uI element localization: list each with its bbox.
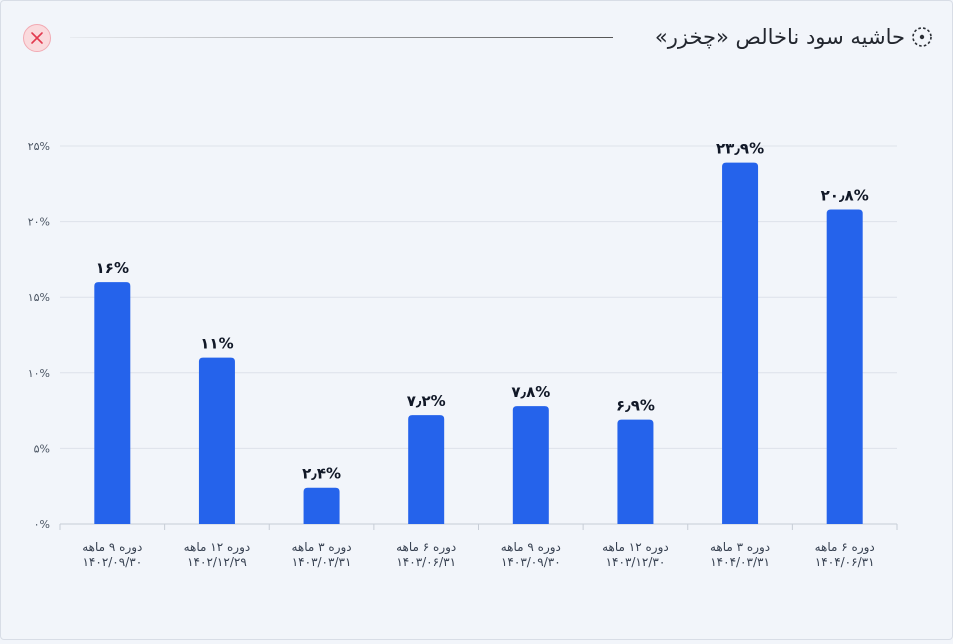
x-tick-label: دوره ۶ ماهه xyxy=(396,540,456,555)
x-tick-label: دوره ۳ ماهه xyxy=(291,540,351,555)
data-label: ۲۰٫۸% xyxy=(821,187,869,205)
title-divider xyxy=(70,37,613,38)
x-tick-label-date: ۱۴۰۴/۰۳/۳۱ xyxy=(710,555,770,569)
x-tick-label: دوره ۱۲ ماهه xyxy=(184,540,251,555)
bar xyxy=(512,406,549,524)
x-tick-label: دوره ۹ ماهه xyxy=(82,540,142,555)
bar xyxy=(408,415,445,524)
y-tick-label: ۱۰% xyxy=(28,367,50,380)
bar xyxy=(722,162,759,524)
data-label: ۷٫۲% xyxy=(407,392,446,410)
data-label: ۱۶% xyxy=(96,259,129,277)
y-tick-label: ۲۵% xyxy=(28,140,50,153)
x-tick-label-date: ۱۴۰۳/۰۳/۳۱ xyxy=(292,555,352,569)
bar xyxy=(826,209,863,524)
x-tick-label: دوره ۶ ماهه xyxy=(815,540,875,555)
chart-title: حاشیه سود ناخالص «چخزر» xyxy=(654,25,905,49)
y-tick-label: ۱۵% xyxy=(28,291,50,304)
x-tick-label: دوره ۱۲ ماهه xyxy=(602,540,669,555)
chart-header: حاشیه سود ناخالص «چخزر» xyxy=(0,0,953,76)
x-tick-label-date: ۱۴۰۳/۰۶/۳۱ xyxy=(396,555,456,569)
x-tick-label-date: ۱۴۰۴/۰۶/۳۱ xyxy=(815,555,875,569)
data-label: ۲۳٫۹% xyxy=(716,140,764,158)
data-label: ۲٫۴% xyxy=(302,465,341,483)
data-label: ۶٫۹% xyxy=(616,397,655,415)
bar-chart: ۰% ۵% ۱۰% ۱۵% ۲۰% ۲۵% ۱۶% دوره ۹ ماهه ۱۴۰۲/۰۹/۳۰… xyxy=(0,76,953,640)
data-label: ۷٫۸% xyxy=(511,383,550,401)
x-tick-label-date: ۱۴۰۳/۰۹/۳۰ xyxy=(501,555,561,569)
close-x-icon xyxy=(31,32,43,44)
y-tick-label: ۵% xyxy=(34,442,50,455)
dotted-circle-icon xyxy=(912,27,932,47)
chart-title-group: حاشیه سود ناخالص «چخزر» xyxy=(655,22,933,52)
data-label: ۱۱% xyxy=(200,335,233,353)
x-tick-label-date: ۱۴۰۲/۱۲/۲۹ xyxy=(187,555,247,569)
x-tick-label-date: ۱۴۰۲/۰۹/۳۰ xyxy=(82,555,142,569)
y-tick-label: ۰% xyxy=(34,518,50,531)
bar xyxy=(303,487,340,524)
close-button[interactable] xyxy=(23,24,51,52)
x-tick-label: دوره ۹ ماهه xyxy=(501,540,561,555)
x-tick-label-date: ۱۴۰۳/۱۲/۳۰ xyxy=(606,555,666,569)
bar xyxy=(198,357,235,524)
bar xyxy=(617,419,654,524)
x-tick-label: دوره ۳ ماهه xyxy=(710,540,770,555)
y-tick-label: ۲۰% xyxy=(28,216,50,229)
bar-chart-svg: ۰%۵%۱۰%۱۵%۲۰%۲۵%۱۶%دوره ۹ ماهه۱۴۰۲/۰۹/۳۰… xyxy=(28,140,898,569)
bar xyxy=(94,282,131,524)
